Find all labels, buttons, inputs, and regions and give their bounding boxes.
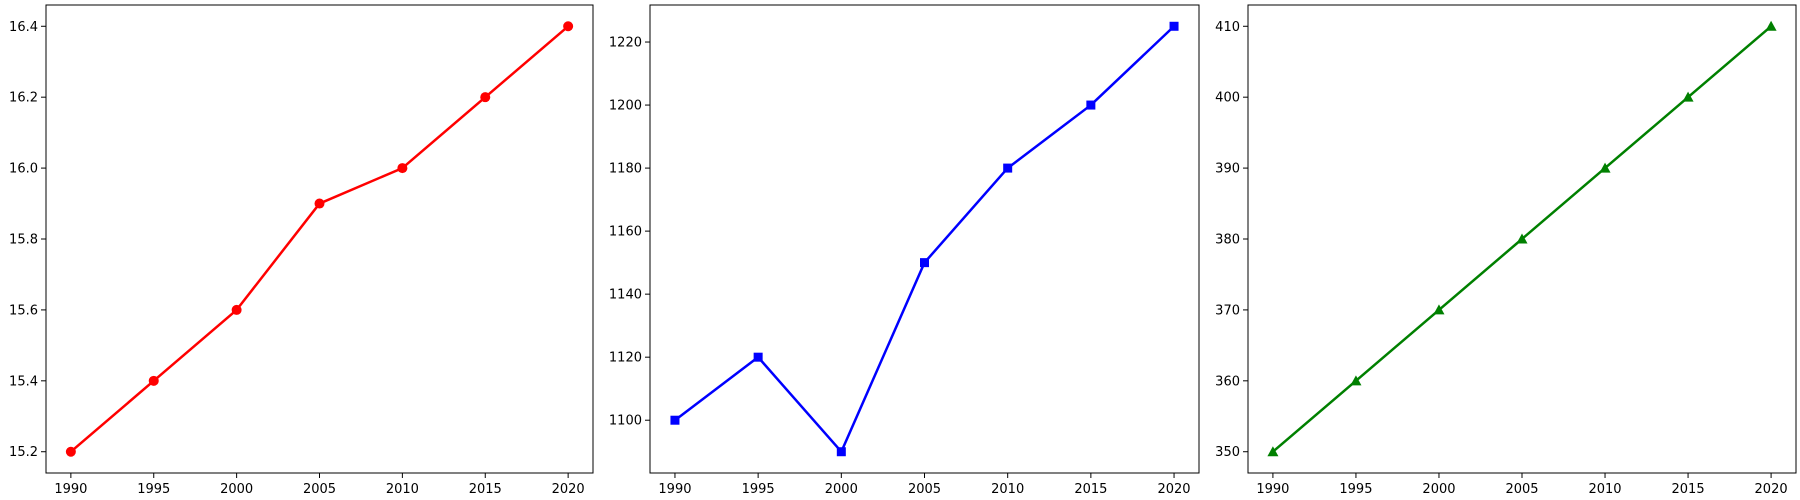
y-tick-label: 360 xyxy=(1215,374,1240,389)
y-tick-label: 1140 xyxy=(609,288,642,303)
x-tick-label: 2020 xyxy=(1755,482,1788,497)
y-tick-label: 1120 xyxy=(609,351,642,366)
y-tick-label: 15.8 xyxy=(9,233,38,248)
y-tick-label: 16.2 xyxy=(9,91,38,106)
data-point xyxy=(148,375,159,386)
data-point xyxy=(1267,446,1279,457)
data-point xyxy=(1516,233,1528,244)
y-tick-label: 1180 xyxy=(609,162,642,177)
data-point xyxy=(1003,163,1013,173)
x-tick-label: 2005 xyxy=(908,482,941,497)
data-point xyxy=(480,92,491,103)
y-tick-label: 380 xyxy=(1215,233,1240,248)
y-tick-label: 350 xyxy=(1215,445,1240,460)
y-tick-label: 16.0 xyxy=(9,162,38,177)
chart-panel-2: 1990 1995 2000 2005 2010 2015 2020 1100 1120 1140… xyxy=(609,4,1200,497)
plot-frame xyxy=(649,4,1200,474)
x-tick-label: 1995 xyxy=(1339,482,1372,497)
x-tick-label: 2005 xyxy=(303,482,336,497)
x-tick-label: 2000 xyxy=(1422,482,1455,497)
x-tick-label: 2000 xyxy=(220,482,253,497)
y-tick-label: 410 xyxy=(1215,20,1240,35)
y-tick-label: 390 xyxy=(1215,162,1240,177)
x-tick-label: 2015 xyxy=(1672,482,1705,497)
data-point xyxy=(65,446,76,457)
chart-panel-3: 1990 1995 2000 2005 2010 2015 2020 350 360 370 380… xyxy=(1215,4,1797,497)
data-point xyxy=(1682,91,1694,102)
y-tick-label: 15.6 xyxy=(9,303,38,318)
data-point xyxy=(836,447,846,457)
y-tick-label: 1200 xyxy=(609,99,642,114)
x-tick-label: 1990 xyxy=(1256,482,1289,497)
data-point xyxy=(314,198,325,209)
x-tick-label: 2010 xyxy=(386,482,419,497)
data-point xyxy=(1350,375,1362,386)
data-point xyxy=(563,21,574,32)
series-line xyxy=(674,25,1175,453)
y-tick-label: 1220 xyxy=(609,36,642,51)
x-tick-label: 1990 xyxy=(54,482,87,497)
data-point xyxy=(1433,304,1445,315)
data-point xyxy=(1599,162,1611,173)
y-tick-label: 370 xyxy=(1215,303,1240,318)
series-line xyxy=(70,25,569,453)
x-tick-label: 2010 xyxy=(991,482,1024,497)
y-tick-label: 15.2 xyxy=(9,445,38,460)
data-point xyxy=(753,352,763,362)
data-point xyxy=(1169,21,1179,31)
y-tick-label: 15.4 xyxy=(9,374,38,389)
data-point xyxy=(1765,20,1777,31)
data-point xyxy=(397,163,408,174)
y-tick-label: 400 xyxy=(1215,91,1240,106)
data-point xyxy=(231,304,242,315)
chart-panel-1: 1990 1995 2000 2005 2010 2015 2020 15.2 15.4 15.6… xyxy=(9,4,594,497)
x-tick-label: 2020 xyxy=(1157,482,1190,497)
x-tick-label: 2015 xyxy=(469,482,502,497)
x-tick-label: 1990 xyxy=(658,482,691,497)
x-tick-label: 2020 xyxy=(552,482,585,497)
data-point xyxy=(670,415,680,425)
x-tick-label: 1995 xyxy=(137,482,170,497)
x-tick-label: 2000 xyxy=(825,482,858,497)
x-tick-label: 2005 xyxy=(1505,482,1538,497)
y-tick-label: 1160 xyxy=(609,225,642,240)
y-tick-label: 16.4 xyxy=(9,20,38,35)
x-tick-label: 2010 xyxy=(1588,482,1621,497)
x-tick-label: 1995 xyxy=(742,482,775,497)
x-tick-label: 2015 xyxy=(1074,482,1107,497)
data-point xyxy=(1086,100,1096,110)
data-point xyxy=(920,258,929,268)
y-tick-label: 1100 xyxy=(609,414,642,429)
